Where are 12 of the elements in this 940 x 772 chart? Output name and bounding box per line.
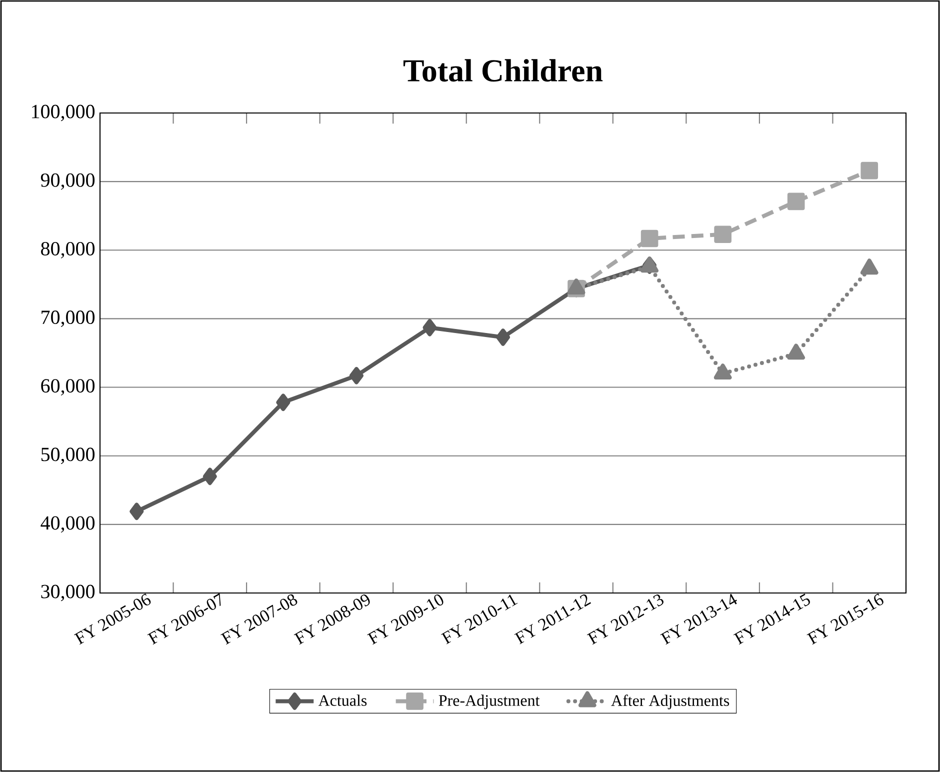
legend-label: After Adjustments (611, 694, 730, 710)
y-tick-label: 90,000 (40, 173, 95, 190)
y-tick-label: 40,000 (40, 516, 95, 533)
y-tick-label: 70,000 (42, 310, 95, 327)
y-tick-label: 50,000 (41, 448, 95, 464)
y-tick-label: 30,000 (41, 584, 95, 602)
y-tick-label: 60,000 (41, 379, 95, 396)
y-tick-label: 100,000 (32, 104, 95, 122)
y-tick-label: 80,000 (41, 242, 95, 258)
legend-label: Pre-Adjustment (438, 694, 540, 710)
legend-label: Actuals (318, 694, 367, 706)
chart-title: Total Children (403, 59, 603, 82)
